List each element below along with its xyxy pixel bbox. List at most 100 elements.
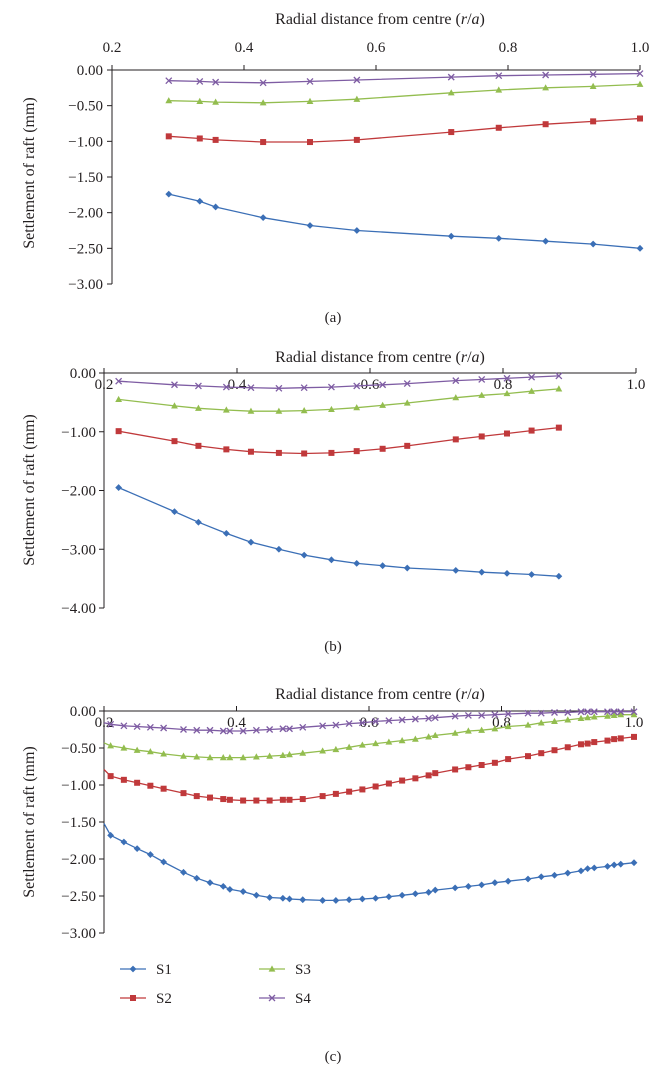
x-axis-title-a: Radial distance from centre (r/a) (275, 11, 485, 28)
x-ticks-a (111, 65, 641, 70)
point-s4-c-36 (584, 708, 592, 716)
y-tick-labels-c: 0.00 −0.50 −1.00 −1.50 −2.00 −2.50 −3.00 (61, 704, 96, 942)
point-s1-b-4 (247, 538, 255, 546)
point-s4-c-19 (358, 719, 366, 727)
point-s4-c-20 (372, 717, 380, 725)
point-s3-b-13 (503, 389, 511, 397)
point-s4-b-6 (300, 384, 308, 392)
series-line-s3-b (118, 388, 559, 412)
y-tick-label-c-4: −2.00 (61, 852, 96, 868)
point-s3-b-4 (247, 407, 255, 414)
point-s1-c-4 (160, 858, 168, 866)
point-s3-c-11 (252, 753, 260, 760)
point-s2-c-6 (193, 793, 200, 800)
series-line-s1-c (103, 823, 635, 902)
point-s4-c-22 (398, 716, 406, 724)
point-s2-c-30 (505, 756, 512, 763)
y-tick-labels-b: 0.00 −1.00 −2.00 −3.00 −4.00 (61, 366, 96, 617)
point-s2-a-10 (637, 115, 643, 122)
point-s1-c-0 (107, 831, 115, 839)
point-s1-b-7 (328, 556, 335, 564)
legend-swatch-s3 (259, 965, 285, 972)
point-s2-c-18 (346, 788, 353, 795)
point-s2-a-8 (542, 121, 549, 128)
x-axis-title-b-slash: / (467, 349, 472, 366)
point-s4-b-5 (275, 384, 283, 392)
point-s2-c-14 (286, 796, 293, 803)
point-s2-c-29 (491, 759, 498, 766)
point-s1-c-22 (398, 891, 406, 899)
legend-marker-s1 (129, 965, 137, 973)
point-s4-c-32 (537, 709, 545, 717)
point-s3-b-10 (403, 399, 411, 406)
point-s2-a-7 (495, 124, 502, 131)
point-s4-c-37 (590, 708, 598, 716)
point-s3-c-30 (504, 722, 512, 730)
point-s1-a-4 (306, 222, 314, 229)
point-s4-c-30 (504, 710, 512, 718)
point-s1-c-33 (551, 871, 558, 879)
point-s1-c-29 (491, 879, 499, 887)
point-s1-c-37 (590, 864, 598, 872)
point-s3-c-21 (385, 738, 393, 745)
point-s2-c-9 (226, 796, 233, 803)
point-s3-a-8 (542, 84, 550, 91)
point-s2-b-13 (503, 430, 510, 437)
point-s2-c-21 (385, 780, 392, 787)
x-axis-title-c-slash: / (467, 686, 472, 703)
point-s4-c-6 (193, 726, 201, 734)
point-s2-a-3 (260, 139, 267, 146)
point-s1-c-11 (252, 891, 260, 899)
point-s3-a-1 (196, 97, 204, 104)
series-s4-a (165, 70, 644, 87)
point-s3-c-20 (372, 739, 380, 747)
point-s4-b-1 (171, 381, 178, 389)
point-s3-c-22 (398, 737, 406, 744)
point-s4-b-3 (222, 383, 230, 391)
point-s2-c-35 (578, 741, 584, 748)
x-tick-label-b-3: 0.8 (494, 377, 513, 393)
point-s1-a-9 (589, 240, 597, 248)
point-s4-c-29 (491, 711, 499, 719)
point-s1-c-10 (239, 888, 247, 895)
series-line-s2-a (168, 117, 641, 143)
x-tick-label-a-3: 0.8 (499, 40, 518, 56)
point-s2-c-27 (465, 764, 472, 771)
point-s4-a-1 (196, 77, 204, 85)
point-s2-c-20 (372, 783, 379, 790)
point-s2-c-23 (412, 775, 419, 782)
series-s1-b (115, 484, 563, 580)
y-tick-label-b-2: −2.00 (61, 484, 96, 500)
point-s2-b-9 (379, 445, 386, 452)
point-s4-c-0 (107, 720, 115, 728)
point-s4-c-16 (319, 722, 327, 730)
x-axis-title-b-a: a (472, 349, 480, 366)
point-s1-c-28 (478, 881, 486, 889)
point-s3-c-26 (451, 729, 459, 736)
point-s4-a-7 (495, 72, 503, 80)
point-s3-c-14 (286, 751, 293, 758)
point-s4-c-14 (286, 725, 293, 733)
point-s3-c-36 (584, 714, 592, 721)
point-s1-c-25 (431, 886, 439, 894)
legend-marker-s2 (130, 995, 136, 1001)
series-line-s1-b (118, 487, 559, 577)
point-s1-c-13 (279, 894, 287, 902)
x-axis-title-c: Radial distance from centre (r/a) (275, 686, 485, 703)
series-s1-c (103, 823, 638, 904)
point-s2-c-41 (631, 733, 637, 740)
point-s4-c-38 (604, 708, 611, 716)
point-s3-c-39 (610, 711, 618, 719)
panel-label-a: (a) (325, 310, 342, 326)
point-s2-b-11 (452, 436, 459, 443)
point-s2-c-12 (266, 797, 273, 804)
point-s3-c-13 (279, 751, 287, 758)
x-tick-label-b-4: 1.0 (627, 377, 646, 393)
point-s4-c-33 (551, 709, 558, 716)
x-axis-title-a-r: r (461, 11, 468, 28)
point-s2-c-3 (147, 782, 154, 789)
point-s2-b-15 (555, 424, 562, 431)
point-s2-c-36 (584, 740, 591, 747)
point-s1-c-15 (299, 896, 307, 904)
